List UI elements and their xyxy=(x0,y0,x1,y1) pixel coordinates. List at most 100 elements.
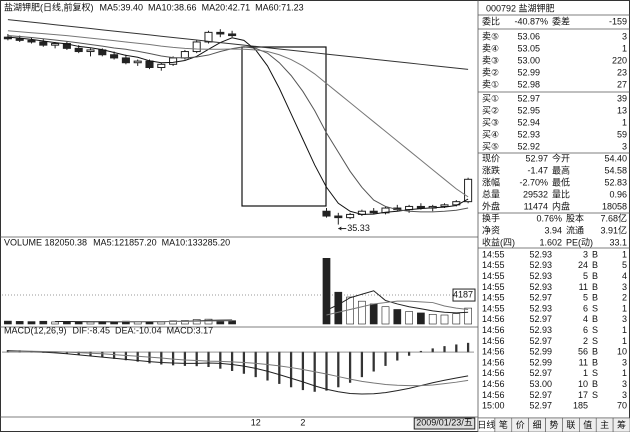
quote-cell: 3 xyxy=(622,357,627,367)
candle-body xyxy=(180,51,189,59)
chart-layer: 盐湖钾肥(日线,前复权) MA5:39.40 MA10:38.66 MA20:42.7… xyxy=(2,1,476,430)
quote-cell: 52.97 xyxy=(529,336,552,346)
quote-cell: B xyxy=(592,293,598,303)
bar xyxy=(204,318,213,325)
bar xyxy=(289,351,293,388)
quote-cell: 27 xyxy=(617,79,627,89)
quote-cell: 39 xyxy=(617,93,627,103)
quote-cell: 14:56 xyxy=(482,336,505,346)
quote-cell: 3.94 xyxy=(544,225,562,235)
bar xyxy=(207,351,210,368)
candle-body xyxy=(51,43,60,46)
quote-cell: B xyxy=(592,379,598,389)
quote-cell: 卖② xyxy=(482,67,499,77)
quote-cell: 收益(四) xyxy=(482,236,515,247)
quote-cell: 流通 xyxy=(566,224,584,235)
quote-cell: 14:56 xyxy=(482,347,505,357)
tab-label[interactable]: 价 xyxy=(516,420,525,430)
y-tick-box xyxy=(452,288,476,302)
bar xyxy=(455,344,458,353)
legend-entry: MA5:39.40 xyxy=(100,2,144,12)
x-tick-label: 12 xyxy=(251,417,261,427)
bar xyxy=(110,321,118,325)
panel-title: 盐湖钾肥(日线,前复权) xyxy=(4,1,94,12)
quote-cell: 2 xyxy=(583,336,588,346)
ma-line xyxy=(114,300,469,323)
tab-label[interactable]: 日线 xyxy=(477,419,495,430)
quote-cell: 1 xyxy=(622,117,627,127)
annotation: 35.33 xyxy=(347,223,370,233)
quote-cell: 委比 xyxy=(482,15,500,26)
tab-label[interactable]: 主 xyxy=(600,419,609,430)
quote-cell: 外盘 xyxy=(482,200,500,211)
candle-body xyxy=(39,41,48,46)
quote-cell: 1 xyxy=(622,249,627,259)
x-tick-label: 2 xyxy=(300,417,305,427)
quote-cell: 14:55 xyxy=(482,282,505,292)
quote-cell: 买④ xyxy=(482,129,499,139)
bar xyxy=(396,351,399,361)
quote-cell: S xyxy=(592,336,598,346)
quote-cell: S xyxy=(592,390,598,400)
bar xyxy=(169,320,177,325)
bar xyxy=(369,303,378,325)
quote-cell: 54.58 xyxy=(604,165,627,175)
quote-cell: 3 xyxy=(622,282,627,292)
quote-cell: 股本 xyxy=(566,212,584,223)
quote-cell: B xyxy=(592,357,598,367)
tab-label[interactable]: 值 xyxy=(583,419,592,430)
quote-cell: 卖① xyxy=(482,79,499,89)
quote-cell: 52.98 xyxy=(517,79,540,89)
candle-body xyxy=(228,33,237,37)
tab-label[interactable]: 笔 xyxy=(499,419,508,430)
candle-body xyxy=(86,49,95,53)
legend-entry: MA10:38.66 xyxy=(148,2,197,12)
quote-cell: 6 xyxy=(583,303,588,313)
quote-cell: 23 xyxy=(617,67,627,77)
tab-label[interactable]: 筹 xyxy=(617,419,626,430)
bar xyxy=(464,307,472,325)
quote-cell: 14:55 xyxy=(482,293,505,303)
quote-cell: 52.83 xyxy=(604,177,627,187)
quote-cell: 1.602 xyxy=(539,237,562,247)
candle-body xyxy=(416,205,425,209)
quote-cell: 29532 xyxy=(523,189,548,199)
quote-cell: 220 xyxy=(612,55,627,65)
cursor-date-box xyxy=(413,417,476,430)
candle-body xyxy=(169,57,178,65)
legend-entry: DEA:-10.04 xyxy=(115,325,162,335)
ma-line xyxy=(7,30,469,198)
bar xyxy=(381,306,390,325)
tab-label[interactable]: 势 xyxy=(549,419,558,430)
quote-cell: 14:55 xyxy=(482,249,505,259)
quote-cell: 18058 xyxy=(602,201,627,211)
bar xyxy=(86,321,95,325)
bar xyxy=(89,351,92,357)
quote-code: 000792 盐湖钾肥 xyxy=(486,2,555,13)
bar xyxy=(348,351,352,383)
bar xyxy=(181,320,189,325)
quote-cell: B xyxy=(592,347,598,357)
quote-cell: 56 xyxy=(578,347,588,357)
tab-label[interactable]: 细 xyxy=(533,419,542,430)
quote-cell: 1 xyxy=(622,336,627,346)
tab-label[interactable]: 联 xyxy=(566,420,575,430)
quote-cell: S xyxy=(592,303,598,313)
bar xyxy=(278,351,281,384)
quote-cell: 15:00 xyxy=(482,401,505,411)
quote-cell: 52.93 xyxy=(517,129,540,139)
bar xyxy=(228,320,236,325)
quote-cell: 5 xyxy=(583,293,588,303)
quote-cell: 52.99 xyxy=(529,357,552,367)
quote-cell: 3 xyxy=(622,314,627,324)
candle-body xyxy=(204,31,213,43)
quote-cell: 5 xyxy=(622,260,627,270)
annotation-arrowhead xyxy=(338,226,342,231)
ma-line xyxy=(7,19,469,70)
quote-cell: 最低 xyxy=(552,176,570,187)
bar xyxy=(301,351,305,391)
bar xyxy=(254,351,257,378)
quote-cell: 14:56 xyxy=(482,314,505,324)
quote-cell: 52.97 xyxy=(529,401,552,411)
quote-cell: 0.76% xyxy=(536,213,562,223)
